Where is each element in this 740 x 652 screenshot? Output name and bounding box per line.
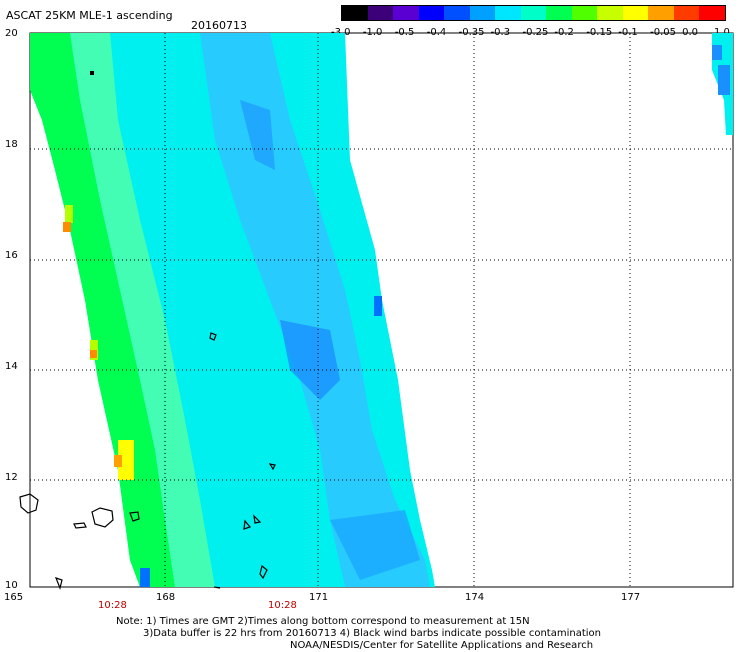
island-7 xyxy=(243,519,252,530)
lon-label-165: 165 xyxy=(4,592,24,603)
note-line-2: 3)Data buffer is 22 hrs from 20160713 4)… xyxy=(143,628,601,639)
note-line-1: Note: 1) Times are GMT 2)Times along bot… xyxy=(116,616,530,627)
colorbar-segment-14 xyxy=(699,6,725,20)
island-2 xyxy=(91,507,114,528)
swath-blue-edge-spot-east xyxy=(374,296,382,316)
swath-east-blue-2 xyxy=(718,65,730,95)
ascat-swath xyxy=(30,33,733,587)
map-date: 20160713 xyxy=(191,19,247,32)
lat-label-20: 20 xyxy=(5,28,18,39)
lat-label-10: 10 xyxy=(5,580,18,591)
colorbar-segment-6 xyxy=(495,6,521,20)
colorbar-segment-0 xyxy=(342,6,368,20)
lat-label-18: 18 xyxy=(5,139,18,150)
colorbar-segment-10 xyxy=(597,6,623,20)
swath-east-blue-1 xyxy=(712,45,722,60)
swath-deep-blue-patch xyxy=(280,320,340,400)
swath-orange-spot-1 xyxy=(63,222,71,232)
wind-barb-flag xyxy=(90,71,94,75)
lon-label-168: 168 xyxy=(156,592,176,603)
colorbar-segment-11 xyxy=(622,6,649,20)
coastlines xyxy=(19,332,276,590)
swath-green-band xyxy=(30,33,175,587)
island-3 xyxy=(73,522,87,529)
island-9 xyxy=(259,564,268,580)
swath-blue-band xyxy=(200,33,430,587)
colorbar-segment-9 xyxy=(571,6,598,20)
colorbar-segment-1 xyxy=(367,6,394,20)
island-1 xyxy=(19,493,39,514)
colorbar-segment-7 xyxy=(520,6,547,20)
island-6 xyxy=(268,463,276,471)
island-4 xyxy=(129,511,140,522)
colorbar-segment-8 xyxy=(546,6,572,20)
colorbar-segment-13 xyxy=(673,6,700,20)
island-11 xyxy=(213,586,221,589)
lat-label-16: 16 xyxy=(5,250,18,261)
swath-blue-edge-spot xyxy=(140,568,150,587)
map-title: ASCAT 25KM MLE-1 ascending xyxy=(6,9,173,22)
island-10 xyxy=(54,577,63,590)
swath-blue-patch xyxy=(240,100,275,170)
lon-label-171: 171 xyxy=(309,592,329,603)
swath-orange-spot-2 xyxy=(90,350,97,358)
colorbar-segment-3 xyxy=(418,6,445,20)
swath-blue-patch-south xyxy=(330,510,420,580)
time-label-1: 10:28 xyxy=(98,600,127,611)
colorbar-segment-12 xyxy=(648,6,674,20)
colorbar-segment-2 xyxy=(393,6,419,20)
lon-label-174: 174 xyxy=(465,592,485,603)
note-line-3: NOAA/NESDIS/Center for Satellite Applica… xyxy=(290,640,594,651)
colorbar xyxy=(341,5,726,21)
swath-yellow-spot-3 xyxy=(118,440,134,480)
swath-green-cyan-band xyxy=(70,33,215,587)
colorbar-segment-4 xyxy=(444,6,470,20)
island-5 xyxy=(209,332,217,341)
lat-label-12: 12 xyxy=(5,472,18,483)
time-label-2: 10:28 xyxy=(268,600,297,611)
lon-label-177: 177 xyxy=(621,592,641,603)
island-8 xyxy=(253,514,262,524)
swath-yellow-spot-1 xyxy=(65,205,73,223)
colorbar-segment-5 xyxy=(469,6,496,20)
gridlines xyxy=(30,33,733,587)
lat-label-14: 14 xyxy=(5,361,18,372)
swath-orange-spot-3 xyxy=(114,455,122,467)
